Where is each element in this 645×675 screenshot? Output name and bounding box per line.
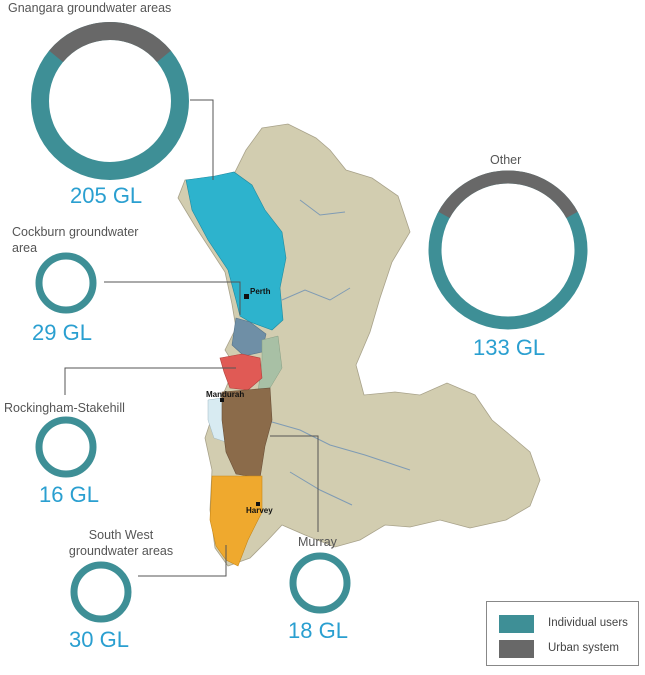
label-rockingham: Rockingham-Stakehill [4,401,125,415]
town-mandurah: Mandurah [206,390,244,399]
connector-lines [64,99,319,577]
donut-cockburn [35,252,97,314]
rockingham-region [219,353,263,391]
label-gnangara: Gnangara groundwater areas [8,1,172,15]
label-murray: Murray [298,535,337,549]
donut-other [428,170,588,330]
mandurah-marker [220,398,224,402]
donut-murray [289,552,351,614]
value-other: 133 GL [473,335,546,360]
gnangara-urban-system-segment [49,22,171,63]
southwest-individual-users-segment [70,561,132,623]
donut-gnangara [31,22,189,180]
town-harvey: Harvey [246,506,273,515]
legend-label-urban-system: Urban system [548,642,619,654]
value-gnangara: 205 GL [70,183,143,208]
donut-rockingham [35,416,97,478]
perth-marker [244,294,249,299]
gnangara-region [185,171,287,331]
murray-individual-users-segment [289,552,351,614]
legend: Individual users Urban system [486,601,639,666]
value-rockingham: 16 GL [39,482,99,507]
rockingham-individual-users-segment [35,416,97,478]
other-urban-system-segment [438,170,578,219]
value-cockburn: 29 GL [32,320,92,345]
label-southwest: South West groundwater areas [68,528,174,558]
label-other: Other [490,153,522,167]
value-southwest: 30 GL [69,627,129,652]
town-perth: Perth [250,287,271,296]
label-cockburn: Cockburn groundwater area [12,225,139,255]
legend-label-individual-users: Individual users [548,617,628,629]
cockburn-individual-users-segment [35,252,97,314]
legend-swatch-individual-users [499,615,534,633]
legend-swatch-urban-system [499,640,534,658]
southwest-region [209,475,263,567]
rivers [264,199,411,506]
harvey-marker [256,502,260,506]
donut-southwest [70,561,132,623]
value-murray: 18 GL [288,618,348,643]
